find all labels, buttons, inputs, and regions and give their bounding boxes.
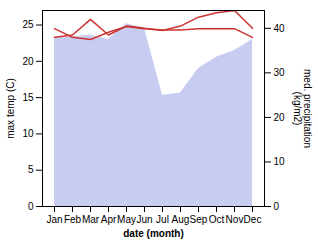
svg-text:med. precipitation(kg/m2): med. precipitation(kg/m2) [292, 69, 313, 148]
svg-text:Jul: Jul [156, 214, 169, 225]
svg-text:Jan: Jan [46, 214, 62, 225]
svg-text:Mar: Mar [82, 214, 100, 225]
svg-text:Jun: Jun [136, 214, 152, 225]
svg-text:Oct: Oct [209, 214, 225, 225]
svg-text:10: 10 [274, 156, 286, 167]
svg-text:0: 0 [28, 201, 34, 212]
svg-text:15: 15 [22, 92, 34, 103]
svg-text:20: 20 [22, 56, 34, 67]
svg-text:25: 25 [22, 19, 34, 30]
svg-text:date (month): date (month) [123, 228, 184, 239]
svg-text:May: May [117, 214, 136, 225]
svg-text:Feb: Feb [64, 214, 82, 225]
svg-text:Aug: Aug [172, 214, 190, 225]
svg-text:5: 5 [28, 164, 34, 175]
svg-text:0: 0 [274, 201, 280, 212]
svg-text:10: 10 [22, 128, 34, 139]
svg-text:Dec: Dec [244, 214, 262, 225]
svg-text:20: 20 [274, 112, 286, 123]
svg-text:30: 30 [274, 67, 286, 78]
svg-text:max temp (C): max temp (C) [5, 78, 16, 139]
svg-text:40: 40 [274, 23, 286, 34]
svg-text:Nov: Nov [226, 214, 244, 225]
svg-text:Apr: Apr [101, 214, 117, 225]
svg-text:Sep: Sep [190, 214, 208, 225]
